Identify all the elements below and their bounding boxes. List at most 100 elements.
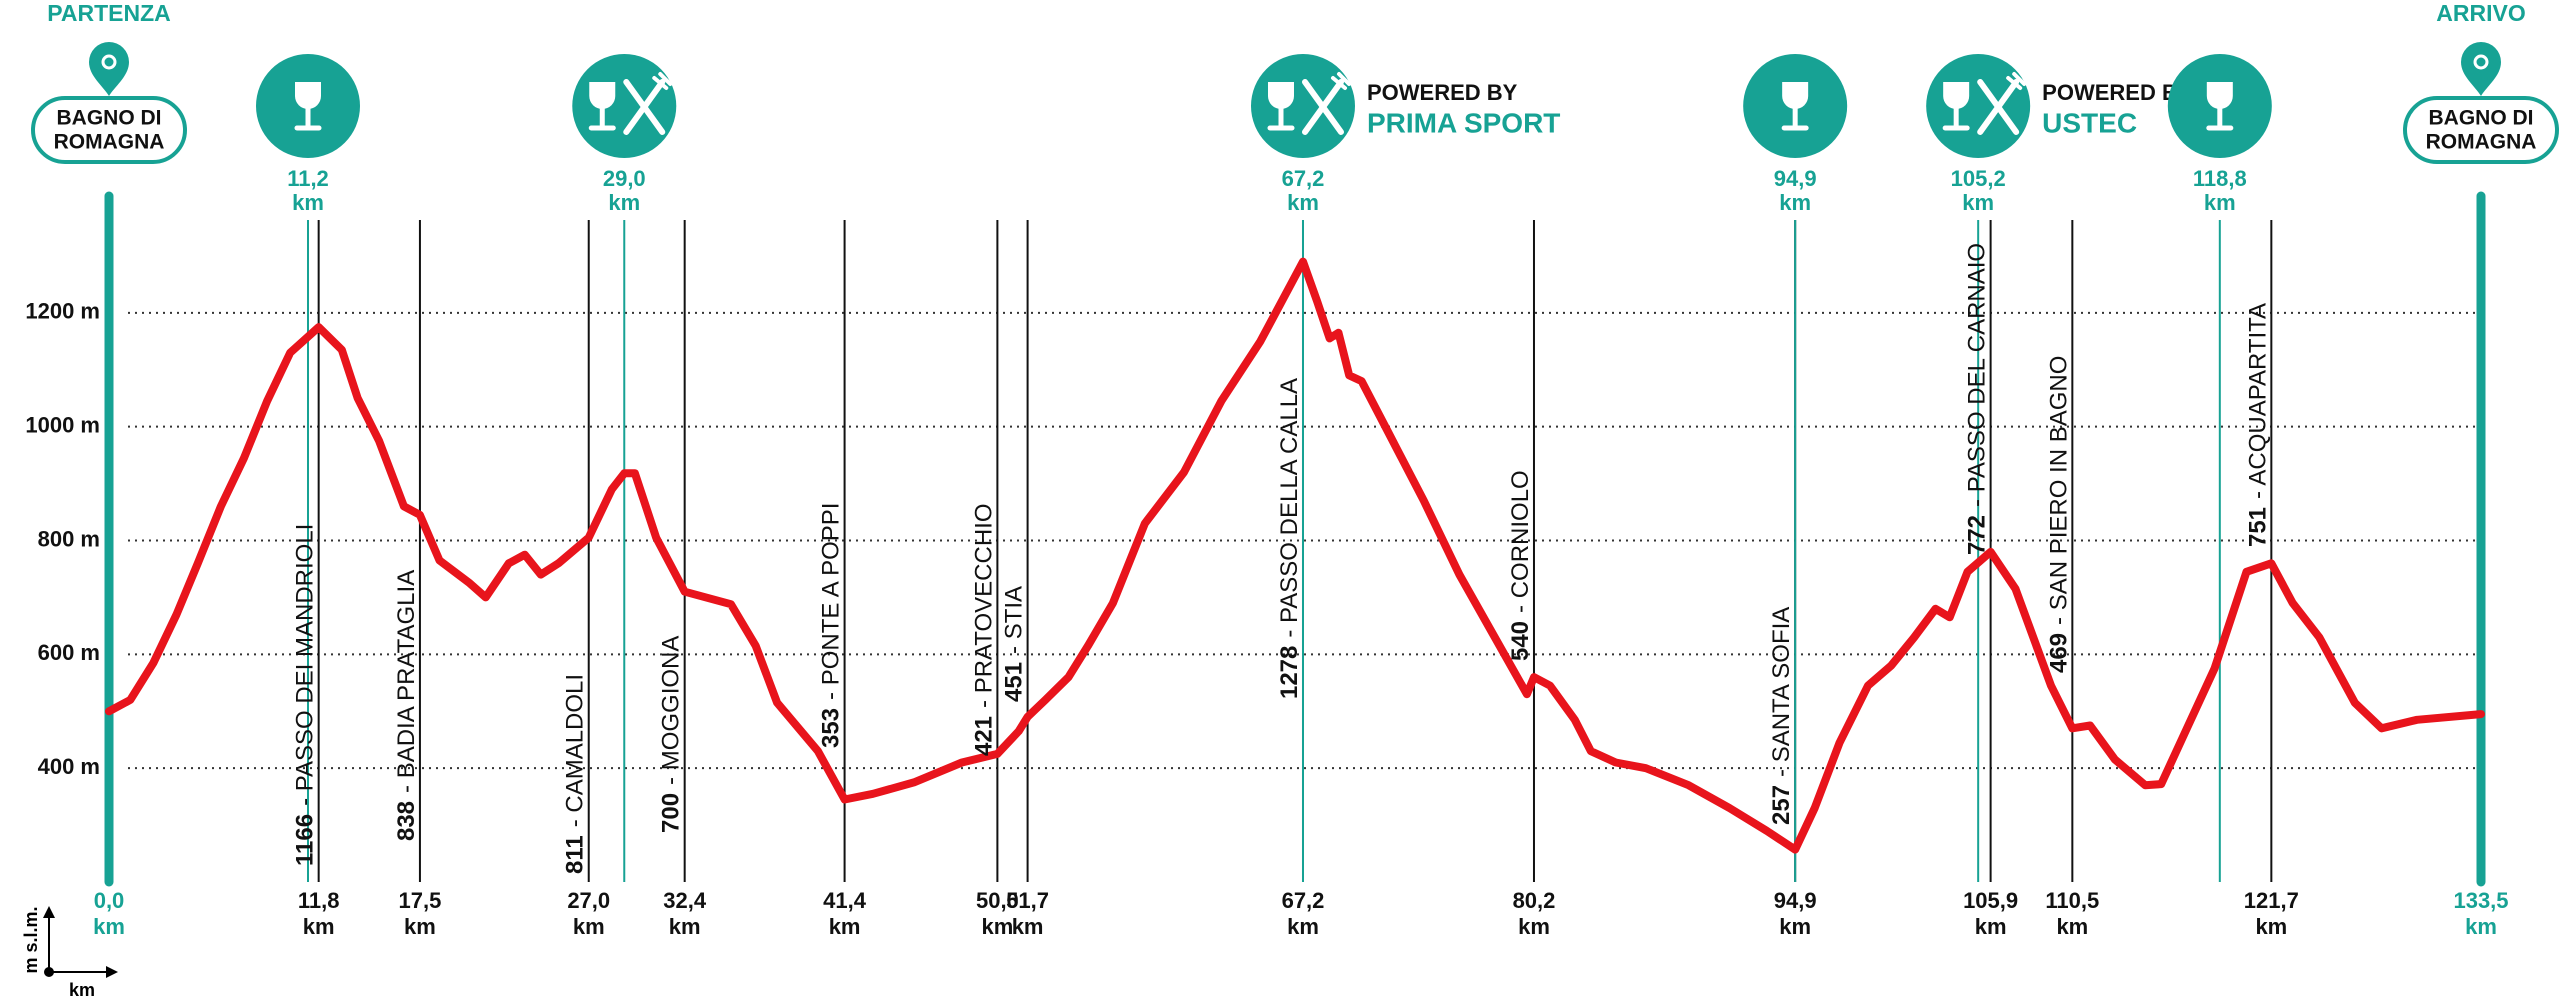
x-tick-unit: km <box>1975 914 2007 939</box>
waypoint-elevation: 772 <box>1964 515 1991 555</box>
x-tick-unit: km <box>669 914 701 939</box>
x-tick-unit: km <box>303 914 335 939</box>
waypoint-name: - PRATOVECCHIO <box>971 503 998 707</box>
cutlery <box>623 72 673 135</box>
refreshment-unit: km <box>1779 190 1811 215</box>
y-tick-label: 600 m <box>38 640 100 665</box>
waypoint-label: 838 - BADIA PRATAGLIA <box>393 570 420 841</box>
marker-title: ARRIVO <box>2436 0 2525 26</box>
x-tick-label: 105,9 <box>1963 888 2018 913</box>
axis-origin <box>44 967 54 977</box>
refreshment-icon <box>572 54 677 158</box>
waypoint-elevation: 700 <box>658 793 685 833</box>
x-tick-label: 94,9 <box>1774 888 1817 913</box>
waypoint-name: - PASSO DEL CARNAIO <box>1964 243 1991 507</box>
pin-hole <box>2473 54 2489 70</box>
x-tick-label: 27,0 <box>567 888 610 913</box>
fork <box>1977 79 2020 135</box>
x-tick-unit: km <box>1518 914 1550 939</box>
fork-tines <box>2006 72 2027 90</box>
arrow-head <box>106 966 118 978</box>
waypoint-name: - CORNIOLO <box>1507 470 1534 613</box>
place-box <box>31 96 187 164</box>
waypoint-name: - SANTA SOFIA <box>1769 607 1796 777</box>
waypoint-label: 451 - STIA <box>1001 586 1028 702</box>
x-tick-label: 121,7 <box>2244 888 2299 913</box>
y-tick-label: 1200 m <box>25 299 100 324</box>
icon-glyph <box>2206 82 2234 131</box>
waypoint-label: 421 - PRATOVECCHIO <box>971 503 998 756</box>
waypoint-elevation: 540 <box>1507 621 1534 661</box>
sponsor: USTEC <box>2042 107 2137 138</box>
refreshment-icon <box>1250 54 1355 158</box>
marker-title: PARTENZA <box>47 0 171 26</box>
refreshment-unit: km <box>292 190 324 215</box>
y-axis-label: m s.l.m. <box>21 906 41 973</box>
x-tick-unit: km <box>404 914 436 939</box>
x-tick-label: 17,5 <box>399 888 442 913</box>
waypoint-elevation: 1278 <box>1276 646 1303 699</box>
waypoint-label: 540 - CORNIOLO <box>1507 470 1534 661</box>
waypoint-label: 1166 - PASSO DEI MANDRIOLI <box>292 524 319 866</box>
place-name: BAGNO DI <box>57 107 162 130</box>
waypoint-elevation: 469 <box>2046 633 2073 673</box>
waypoint-elevation: 838 <box>393 801 420 841</box>
wine-glass <box>1782 82 1809 109</box>
powered-by: POWERED BY <box>1367 80 1518 105</box>
wine-glass <box>1943 82 1970 109</box>
waypoint-name: - PASSO DELLA CALLA <box>1276 378 1303 638</box>
x-tick-label: 41,4 <box>823 888 867 913</box>
y-tick-label: 1000 m <box>25 412 100 437</box>
fork <box>1301 79 1344 135</box>
waypoint-label: 700 - MOGGIONA <box>658 636 685 833</box>
refreshment-unit: km <box>2204 190 2236 215</box>
pin-hole <box>101 54 117 70</box>
refreshment-unit: km <box>1287 190 1319 215</box>
waypoint-name: - PONTE A POPPI <box>818 503 845 700</box>
waypoint-label: 257 - SANTA SOFIA <box>1769 607 1796 825</box>
refreshment-km: 29,0 <box>603 166 646 191</box>
waypoint-label: 811 - CAMALDOLI <box>562 674 589 874</box>
waypoint-name: - MOGGIONA <box>658 636 685 785</box>
icon-glyph <box>1267 82 1295 131</box>
wine-glass <box>589 82 616 109</box>
x-tick-unit: km <box>981 914 1013 939</box>
waypoint-elevation: 1166 <box>292 814 319 866</box>
powered-by: POWERED BY <box>2042 80 2193 105</box>
waypoint-name: - BADIA PRATAGLIA <box>393 570 420 793</box>
waypoint-elevation: 451 <box>1001 662 1028 702</box>
sponsor: PRIMA SPORT <box>1367 107 1560 138</box>
refreshment-km: 67,2 <box>1282 166 1325 191</box>
elevation-line <box>105 257 2485 854</box>
place-name: ROMAGNA <box>2426 131 2537 154</box>
x-axis-label: km <box>69 980 95 1000</box>
x-tick-label: 32,4 <box>663 888 707 913</box>
icon-glyph <box>1942 82 1970 131</box>
x-tick-unit: km <box>1012 914 1044 939</box>
waypoint-elevation: 751 <box>2245 507 2272 547</box>
x-tick-label: 11,8 <box>298 888 340 913</box>
y-tick-label: 400 m <box>38 754 100 779</box>
waypoint-elevation: 421 <box>971 716 998 756</box>
refreshment-km: 118,8 <box>2193 166 2247 191</box>
arrow-head <box>43 906 55 918</box>
refreshment-km: 94,9 <box>1774 166 1817 191</box>
refreshment-km: 105,2 <box>1951 166 2006 191</box>
x-tick-unit: km <box>1287 914 1319 939</box>
x-tick-unit: km <box>2056 914 2088 939</box>
cutlery <box>1301 72 1351 135</box>
waypoint-name: - SAN PIERO IN BAGNO <box>2046 356 2073 625</box>
place-name: ROMAGNA <box>54 131 165 154</box>
waypoint-name: - ACQUAPARTITA <box>2245 303 2272 499</box>
x-tick-label: 67,2 <box>1282 888 1325 913</box>
wine-glass <box>2206 82 2233 109</box>
axis-legend: m s.l.m. km <box>21 906 118 1000</box>
icon-glyph <box>1781 82 1809 131</box>
icon-glyph <box>588 82 616 131</box>
refreshment-km: 11,2 <box>287 166 329 191</box>
waypoint-elevation: 257 <box>1769 785 1796 825</box>
y-tick-label: 800 m <box>38 526 100 551</box>
waypoint-name: - STIA <box>1001 586 1028 654</box>
x-tick-unit: km <box>2465 914 2497 939</box>
